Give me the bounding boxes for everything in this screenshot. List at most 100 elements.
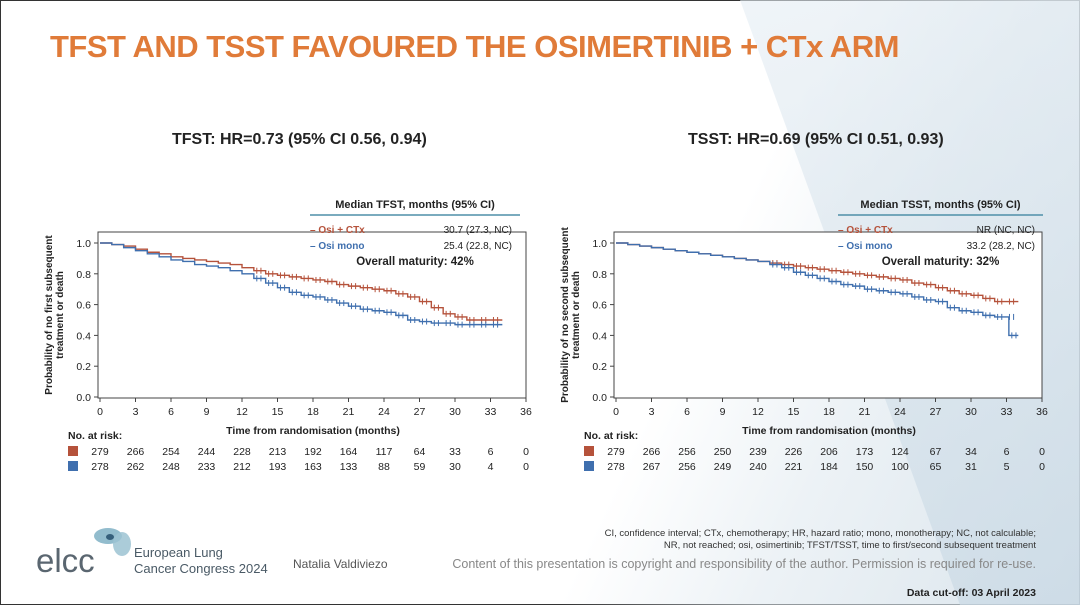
x-tick-label: 9 (204, 406, 210, 418)
x-tick-label: 12 (752, 406, 764, 418)
y-tick-label: 0.4 (76, 330, 91, 342)
y-tick-label: 0.8 (76, 269, 91, 281)
at-risk-value: 192 (304, 446, 322, 458)
y-tick-label: 0.2 (76, 361, 91, 373)
logo-dot (106, 534, 114, 540)
at-risk-value: 212 (233, 461, 251, 473)
series-line-osi-mono (616, 242, 1019, 337)
x-tick-label: 18 (823, 406, 835, 418)
y-axis-label-line1: Probability of no first subsequent (44, 235, 55, 395)
chart-title-tsst: TSST: HR=0.69 (95% CI 0.51, 0.93) (688, 131, 944, 148)
at-risk-value: 256 (678, 461, 696, 473)
km-chart-tsst: 0.00.20.40.60.81.00 3 6 9 12 15 18 21 24 27 30 33 36… (560, 199, 1048, 473)
at-risk-value: 233 (198, 461, 216, 473)
y-tick-label: 0.8 (592, 269, 607, 281)
x-tick-label: 6 (168, 406, 174, 418)
x-axis-label: Time from randomisation (months) (226, 425, 400, 437)
at-risk-value: 226 (785, 446, 803, 458)
at-risk-label: No. at risk: (584, 430, 638, 442)
at-risk-value: 266 (127, 446, 145, 458)
at-risk-value: 100 (891, 461, 909, 473)
at-risk-value: 133 (340, 461, 358, 473)
at-risk-value: 6 (1004, 446, 1010, 458)
x-tick-label: 27 (930, 406, 942, 418)
y-axis-label-line2: treatment or death (55, 271, 66, 359)
at-risk-value: 279 (607, 446, 625, 458)
at-risk-value: 0 (523, 446, 529, 458)
y-tick-label: 1.0 (592, 238, 607, 250)
at-risk-value: 0 (1039, 446, 1045, 458)
y-tick-label: 0.0 (76, 392, 91, 404)
x-tick-label: 36 (1036, 406, 1048, 418)
at-risk-value: 278 (91, 461, 109, 473)
at-risk-value: 0 (1039, 461, 1045, 473)
x-tick-label: 27 (414, 406, 426, 418)
at-risk-value: 254 (162, 446, 180, 458)
legend-entry: – Osi mono (838, 241, 892, 252)
x-tick-label: 0 (613, 406, 619, 418)
median-value: 30.7 (27.3, NC) (444, 225, 512, 236)
chart-1: 0.00.20.40.60.81.00 3 6 9 12 15 18 21 24 27 30 33 36… (560, 199, 1048, 473)
at-risk-swatch (68, 446, 78, 456)
x-tick-label: 12 (236, 406, 248, 418)
at-risk-value: 279 (91, 446, 109, 458)
at-risk-value: 184 (820, 461, 838, 473)
x-tick-label: 3 (649, 406, 655, 418)
median-value: 33.2 (28.2, NC) (967, 241, 1035, 252)
at-risk-value: 206 (820, 446, 838, 458)
x-tick-label: 21 (859, 406, 871, 418)
at-risk-value: 248 (162, 461, 180, 473)
legend-entry: – Osi + CTx (838, 225, 893, 236)
x-tick-label: 30 (965, 406, 977, 418)
at-risk-value: 117 (376, 446, 393, 458)
footnote-line2: NR, not reached; osi, osimertinib; TFST/… (663, 540, 1036, 551)
at-risk-value: 193 (269, 461, 287, 473)
y-tick-label: 0.6 (592, 300, 607, 312)
at-risk-value: 267 (643, 461, 661, 473)
chart-title-tfst: TFST: HR=0.73 (95% CI 0.56, 0.94) (172, 131, 427, 148)
at-risk-value: 250 (714, 446, 732, 458)
at-risk-swatch (584, 461, 594, 471)
at-risk-value: 249 (714, 461, 732, 473)
series-line-osi-ctx (100, 242, 503, 321)
at-risk-swatch (584, 446, 594, 456)
at-risk-value: 124 (891, 446, 909, 458)
y-tick-label: 0.2 (592, 361, 607, 373)
x-tick-label: 9 (720, 406, 726, 418)
x-tick-label: 21 (343, 406, 355, 418)
at-risk-value: 67 (930, 446, 942, 458)
y-axis-label-line2: treatment or death (571, 271, 582, 359)
at-risk-value: 213 (269, 446, 287, 458)
x-tick-label: 15 (788, 406, 800, 418)
org-name: European Lung Cancer Congress 2024 (134, 545, 268, 577)
org-name-line1: European Lung (134, 545, 223, 560)
at-risk-value: 34 (965, 446, 977, 458)
at-risk-value: 5 (1004, 461, 1010, 473)
x-tick-label: 33 (1001, 406, 1013, 418)
y-tick-label: 0.0 (592, 392, 607, 404)
at-risk-value: 244 (198, 446, 216, 458)
x-tick-label: 3 (133, 406, 139, 418)
at-risk-value: 221 (785, 461, 803, 473)
x-axis-label: Time from randomisation (months) (742, 425, 916, 437)
footnote-line1: CI, confidence interval; CTx, chemothera… (604, 528, 1036, 539)
median-table-header: Median TSST, months (95% CI) (860, 199, 1020, 211)
x-tick-label: 6 (684, 406, 690, 418)
median-value: 25.4 (22.8, NC) (444, 241, 512, 252)
copyright-notice: Content of this presentation is copyrigh… (452, 557, 1036, 571)
at-risk-value: 4 (488, 461, 494, 473)
at-risk-value: 31 (965, 461, 977, 473)
at-risk-value: 65 (930, 461, 942, 473)
legend-entry: – Osi mono (310, 241, 364, 252)
at-risk-value: 0 (523, 461, 529, 473)
y-tick-label: 0.4 (592, 330, 607, 342)
x-tick-label: 0 (97, 406, 103, 418)
x-tick-label: 30 (449, 406, 461, 418)
logo-text: elcc (36, 542, 95, 579)
at-risk-value: 164 (340, 446, 358, 458)
overall-maturity: Overall maturity: 32% (882, 256, 1000, 268)
at-risk-value: 266 (643, 446, 661, 458)
y-tick-label: 1.0 (76, 238, 91, 250)
y-axis-label-line1: Probability of no second subsequent (560, 227, 571, 403)
median-table-header: Median TFST, months (95% CI) (335, 199, 495, 211)
